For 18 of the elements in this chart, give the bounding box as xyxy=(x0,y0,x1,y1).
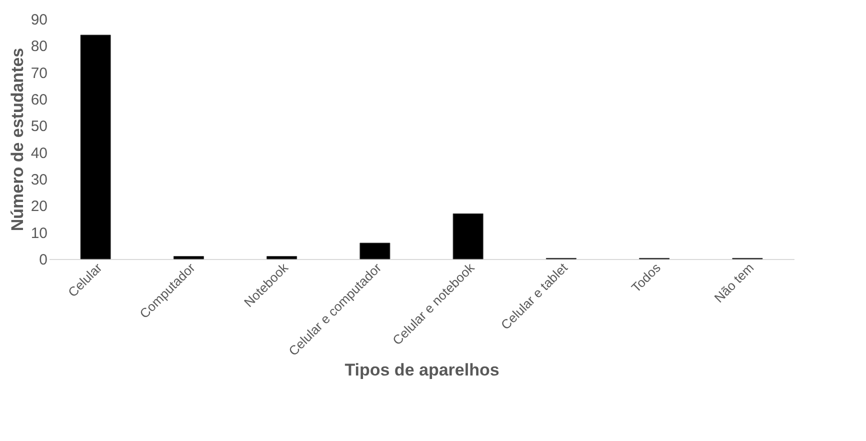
x-tick-label: Não tem xyxy=(711,260,757,306)
y-tick-label: 90 xyxy=(30,12,48,28)
bar xyxy=(80,34,111,260)
y-tick-label: 20 xyxy=(30,198,48,216)
bar xyxy=(266,256,298,260)
y-tick-label: 80 xyxy=(30,38,48,56)
x-axis-title: Tipos de aparelhos xyxy=(344,360,500,380)
y-tick-label: 70 xyxy=(30,64,48,82)
y-tick-label: 60 xyxy=(30,92,48,108)
y-tick-label: 30 xyxy=(30,172,48,188)
y-tick-label: 50 xyxy=(30,118,48,136)
y-tick-label: 10 xyxy=(30,224,48,242)
y-axis-title: Número de estudantes xyxy=(8,48,27,232)
y-tick-label: 0 xyxy=(39,252,48,268)
y-tick-label: 40 xyxy=(30,144,48,162)
bar xyxy=(360,242,390,260)
bar xyxy=(173,256,204,260)
bar xyxy=(452,213,484,260)
